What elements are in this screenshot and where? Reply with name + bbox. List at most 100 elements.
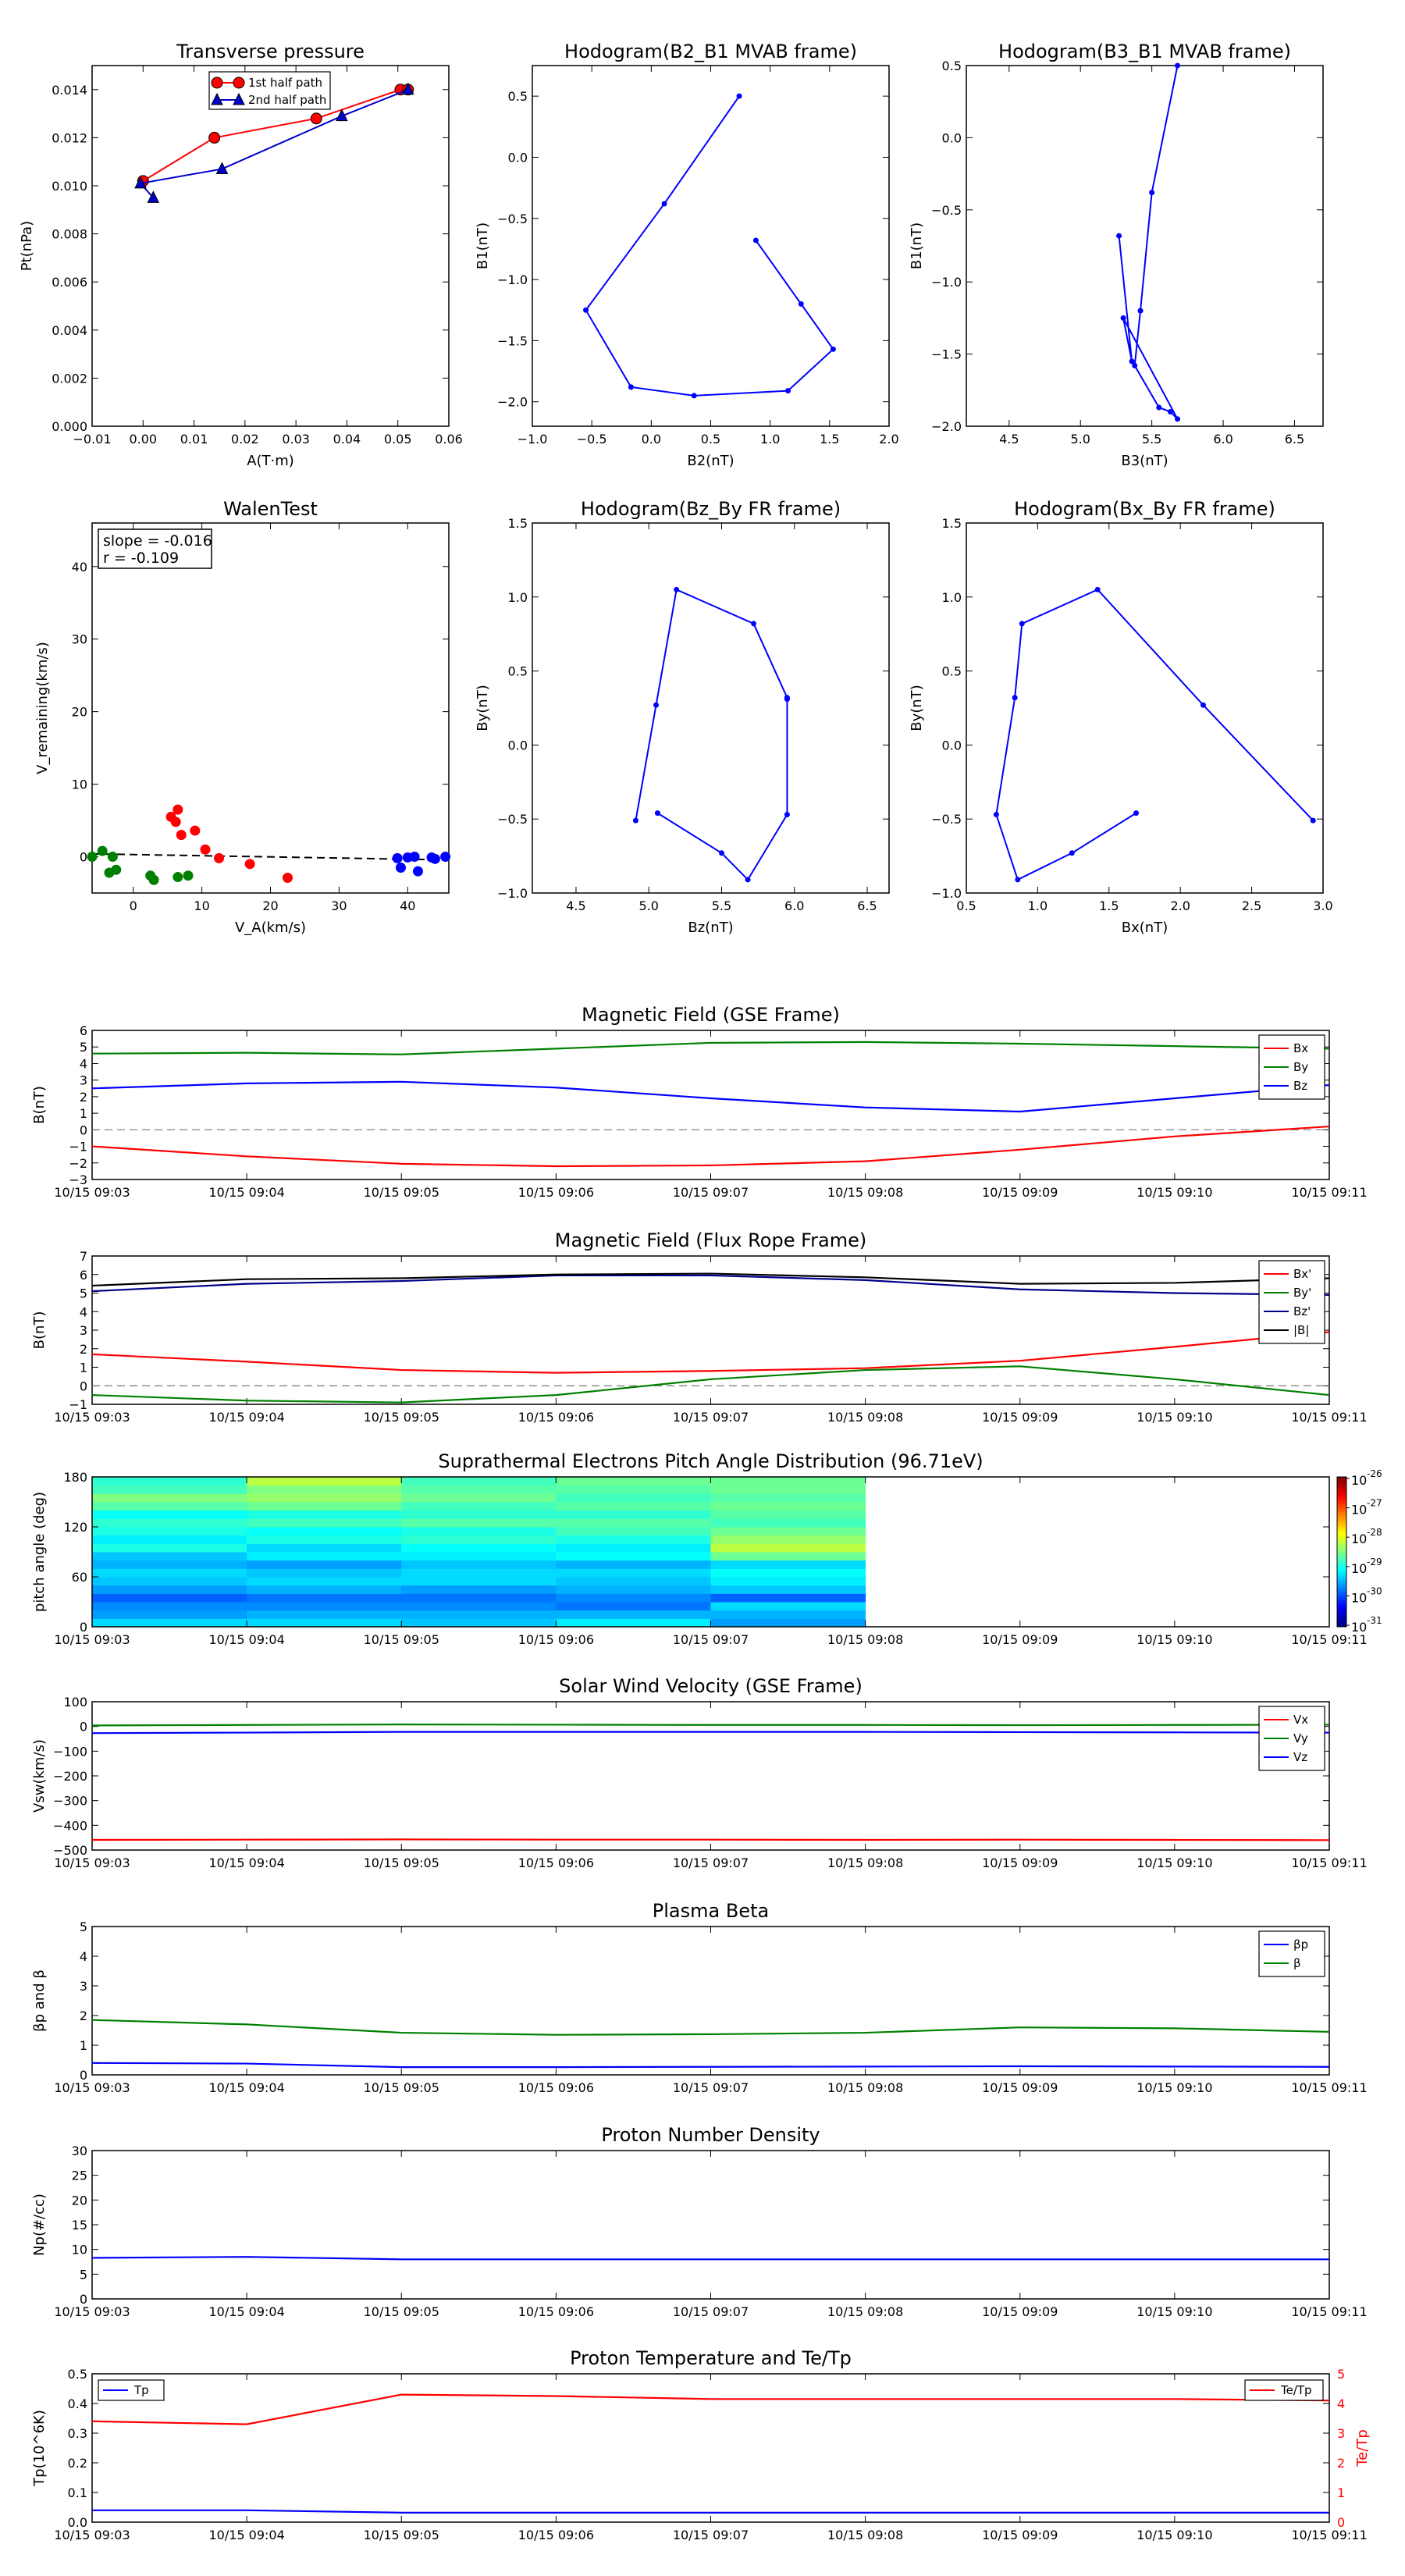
data-point [233,92,245,105]
y-tick-label: 10 [72,2243,87,2258]
heatmap-cell [247,1568,402,1578]
colorbar-segment [1337,1482,1346,1485]
chart-title: Suprathermal Electrons Pitch Angle Distr… [438,1450,983,1472]
y2-tick-label: 1 [1337,2485,1345,2500]
data-point [208,131,221,144]
y-tick-label: −1.0 [497,272,528,287]
series-line [91,1331,1330,1374]
colorbar-segment [1337,1514,1346,1517]
y-axis-label: V_remaining(km/s) [34,642,51,774]
data-point [653,702,660,708]
heatmap-cell [247,1477,402,1486]
x-tick-label: 10/15 09:03 [54,2528,130,2542]
heatmap-cell [92,1510,247,1519]
heatmap-cell [710,1477,866,1486]
chart-proton-temperature: Proton Temperature and Te/Tp 10/15 09:03 1… [31,2347,1371,2542]
chart-title: Proton Temperature and Te/Tp [570,2347,852,2369]
legend-label: 1st half path [248,76,322,90]
heatmap-cell [710,1485,866,1494]
data-point [190,825,201,836]
x-axis-label: B2(nT) [687,453,734,469]
heatmap-cell [710,1560,866,1569]
data-point [691,393,697,399]
x-tick-label: 10/15 09:10 [1136,1856,1212,1870]
x-tick-label: 6.0 [1213,432,1232,447]
y2-tick-label: 4 [1337,2396,1345,2411]
data-point [993,812,999,818]
x-tick-label: 10/15 09:06 [518,2528,594,2542]
y2-axis-label: Te/Tp [1354,2429,1371,2467]
y-tick-label: 0.5 [508,664,528,679]
colorbar-segment [1337,1479,1346,1482]
chart-title: Proton Number Density [601,2124,820,2146]
heatmap-cell [247,1577,402,1586]
colorbar-segment [1337,1609,1346,1613]
x-tick-label: 6.0 [784,898,804,913]
heatmap-cell [556,1577,711,1586]
data-point [661,201,667,207]
series-line [91,1724,1330,1727]
heatmap-cell [710,1585,866,1594]
x-tick-label: 6.5 [1285,432,1304,447]
colorbar-segment [1337,1546,1346,1550]
data-point [310,112,322,125]
series-line [92,2509,1329,2514]
heatmap-cell [556,1543,711,1553]
x-tick-label: 10/15 09:10 [1136,2528,1212,2542]
y-tick-label: −1.0 [931,886,962,901]
y-tick-label: 0.1 [68,2485,87,2500]
legend-label: 2nd half path [248,93,326,107]
x-tick-label: 10/15 09:06 [518,1856,594,1870]
y-tick-label: −0.5 [931,812,962,827]
x-tick-label: 10/15 09:05 [364,2304,439,2319]
legend-box [1258,1260,1325,1344]
x-tick-label: 10/15 09:07 [673,1410,749,1425]
y-tick-label: 5 [80,1920,87,1934]
series-line [635,588,788,881]
heatmap-cell [401,1560,557,1569]
colorbar-segment [1337,1539,1346,1542]
legend-label: Vy [1293,1731,1308,1745]
heatmap-cell [710,1593,866,1603]
y-tick-label: 10 [72,777,87,792]
heatmap-cell [92,1527,247,1536]
heatmap-cell [710,1493,866,1503]
x-tick-label: 10/15 09:08 [827,2528,903,2542]
x-tick-label: 10/15 09:04 [208,1632,284,1647]
colorbar-segment [1337,1564,1346,1567]
heatmap-cell [92,1502,247,1511]
heatmap-cell [556,1618,711,1628]
y-tick-label: 1 [80,1106,87,1121]
heatmap-cell [247,1618,402,1628]
colorbar-segment [1337,1586,1346,1590]
legend-box [208,71,331,110]
x-tick-label: 10/15 09:11 [1291,1632,1367,1647]
colorbar-segment [1337,1582,1346,1585]
heatmap-cell [92,1518,247,1528]
heatmap-cell [710,1577,866,1586]
y-tick-label: −0.5 [497,212,528,226]
heatmap-cell [556,1510,711,1519]
legend-label: Bx [1293,1041,1308,1055]
colorbar-segment [1337,1584,1346,1588]
data-point [784,812,790,818]
colorbar-label: 10 [1351,1473,1367,1488]
heatmap-cell [247,1510,402,1519]
heatmap-cell [92,1493,247,1503]
y-tick-label: 20 [72,2193,87,2208]
colorbar-segment [1337,1604,1346,1607]
heatmap-cell [401,1585,557,1594]
y-tick-label: −1.0 [497,886,528,901]
y-axis-label: βp and β [31,1969,48,2032]
series-line [91,1125,1330,1168]
data-point [440,852,451,863]
y-tick-label: −2.0 [497,395,528,410]
x-tick-label: 30 [331,898,347,913]
x-tick-label: 10/15 09:05 [364,1856,439,1870]
chart-hodogram-bz-by: Hodogram(Bz_By FR frame) 4.5 5.0 5.5 6.0 6.5 −… [475,498,890,936]
y-tick-label: −2 [69,1156,87,1171]
x-tick-label: 10/15 09:04 [208,1185,284,1200]
x-tick-label: 4.5 [999,432,1019,447]
colorbar-exponent: -28 [1367,1527,1382,1538]
x-tick-label: 10/15 09:07 [673,1185,749,1200]
